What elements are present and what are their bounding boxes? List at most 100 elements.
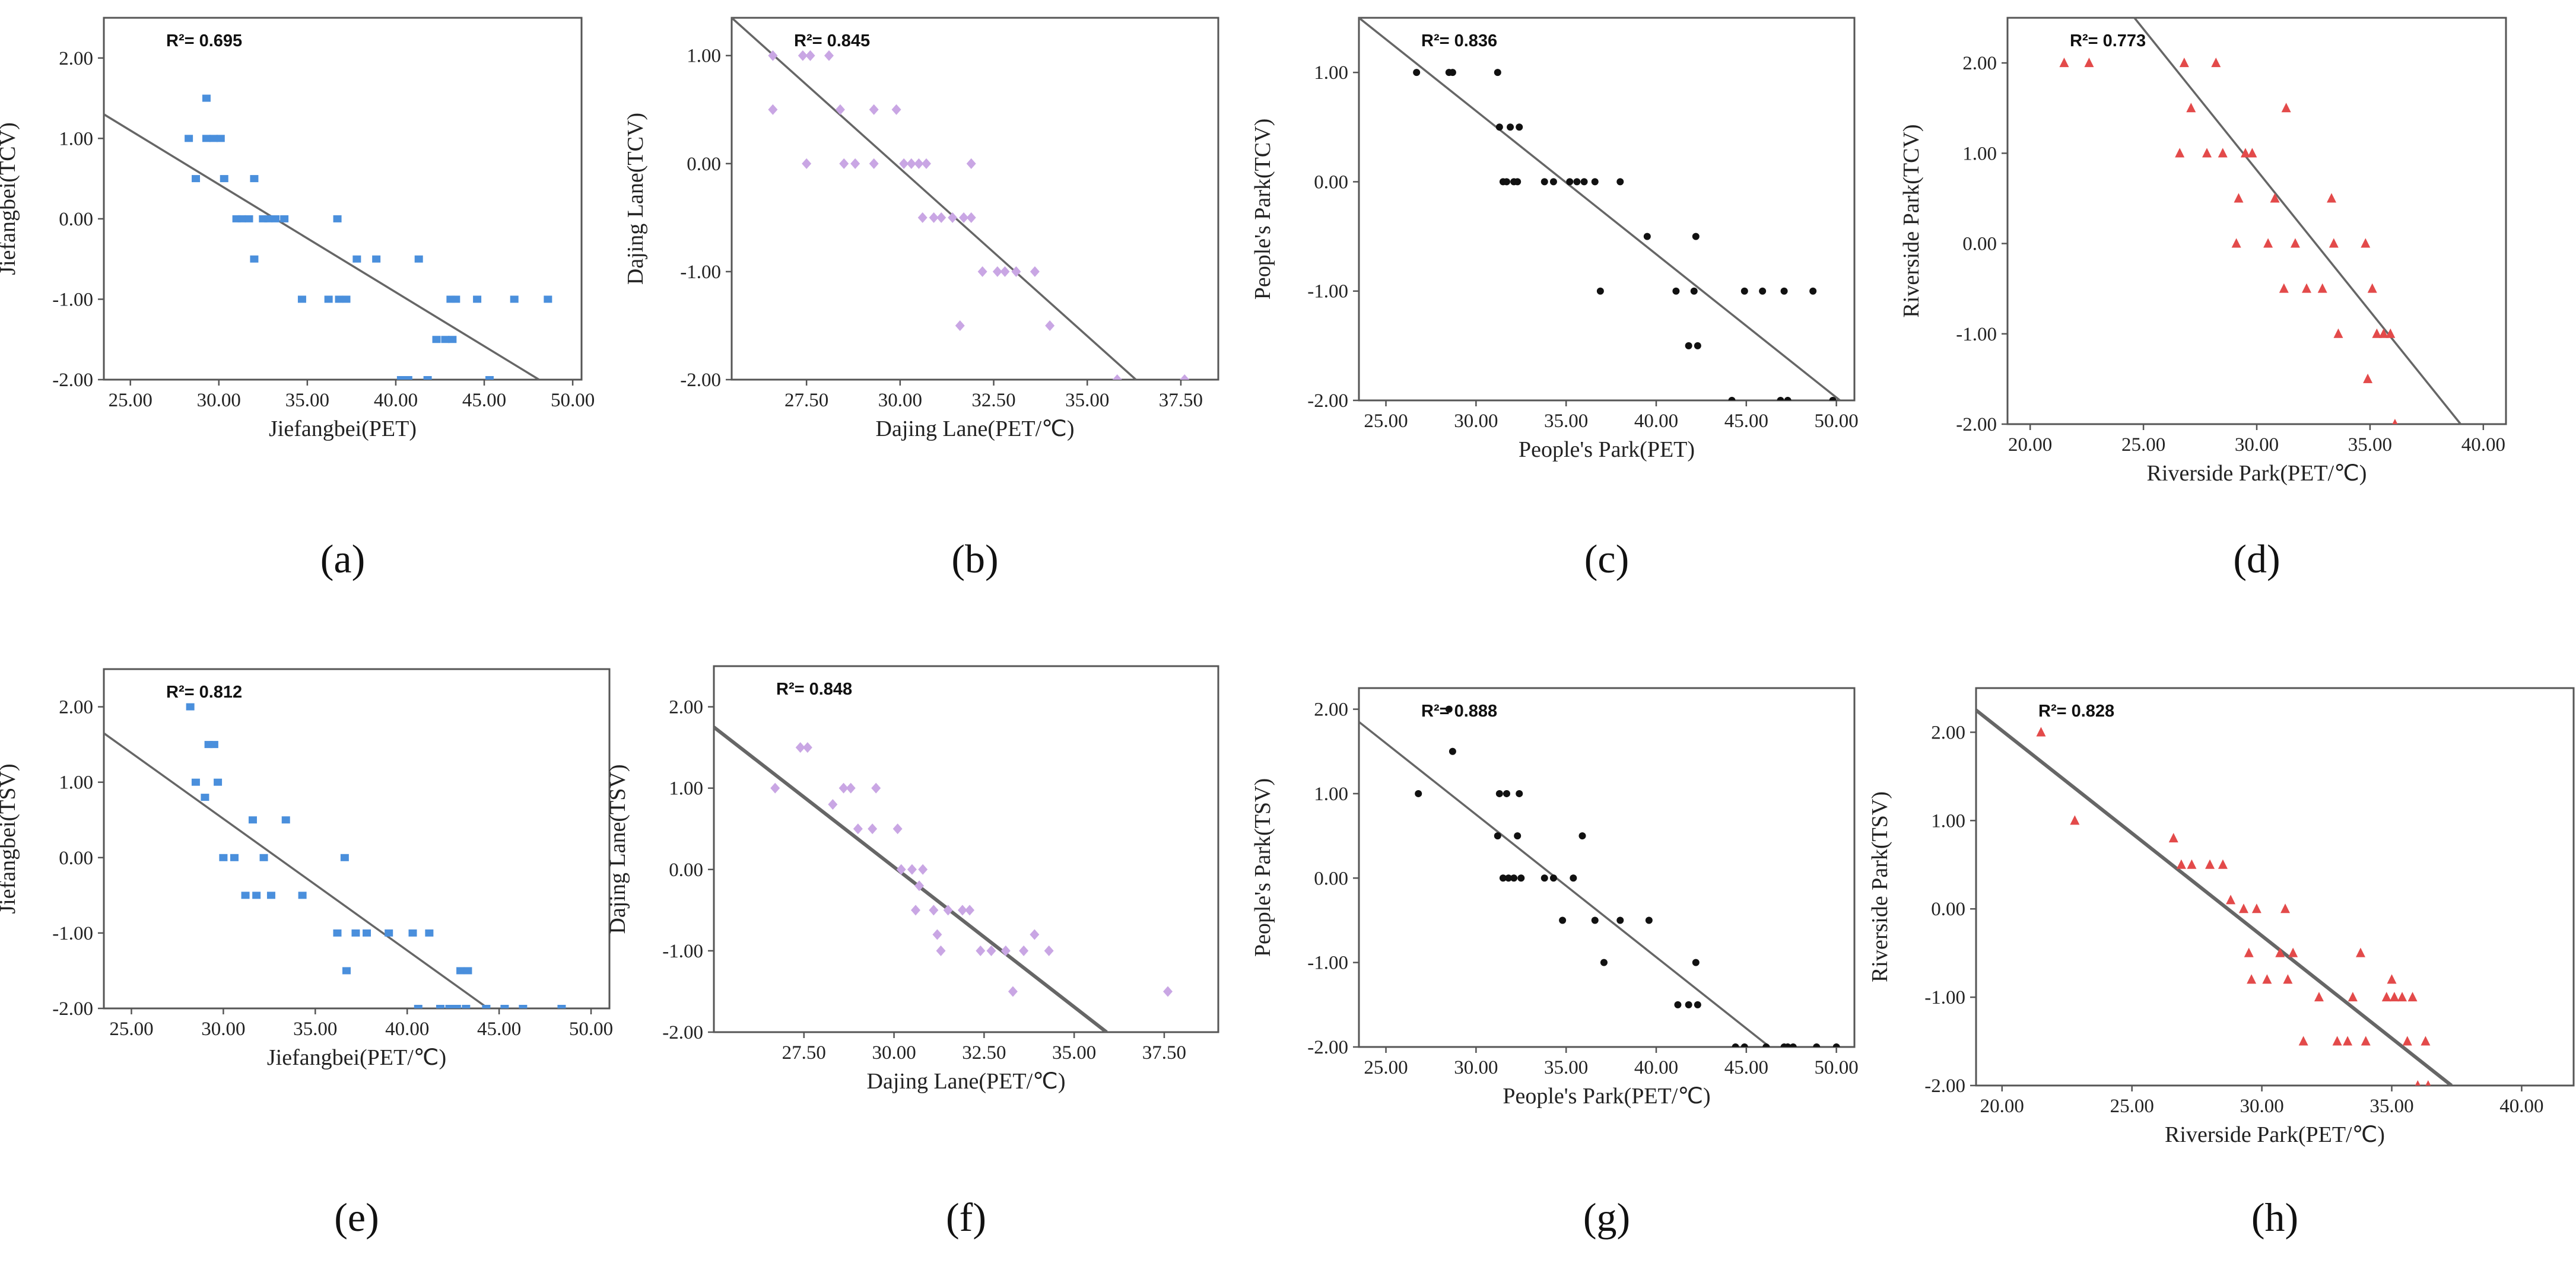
y-tick-label: 2.00 [1314, 699, 1348, 721]
x-tick-label: 30.00 [1454, 1057, 1498, 1078]
data-point [250, 255, 259, 263]
data-point [1570, 874, 1577, 882]
data-point [2392, 419, 2398, 424]
data-point [432, 336, 441, 343]
x-tick-label: 35.00 [293, 1018, 337, 1040]
x-tick-label: 45.00 [1724, 1057, 1768, 1078]
data-point [340, 854, 349, 861]
data-point [214, 778, 223, 786]
plot-area [1975, 687, 2575, 1087]
y-tick-label: -2.00 [662, 1022, 703, 1043]
data-point [2348, 992, 2358, 1002]
data-point [2202, 148, 2212, 158]
y-tick-label: 1.00 [1962, 143, 1997, 164]
y-tick-label: 1.00 [59, 128, 93, 149]
data-point [351, 929, 360, 937]
regression-line [104, 113, 540, 380]
y-tick-label: -2.00 [1956, 414, 1997, 435]
data-point [1112, 374, 1122, 380]
panel-caption: (a) [320, 536, 365, 581]
data-point [250, 175, 259, 183]
data-point [1510, 874, 1518, 882]
data-point [936, 945, 946, 956]
data-point [868, 823, 878, 835]
data-point [914, 880, 925, 892]
data-point [795, 742, 805, 753]
data-point [192, 175, 201, 183]
chart-d: 20.00 25.00 30.00 35.00 40.00 2.00 1.00 0.00 -1.… [1899, 17, 2507, 581]
data-point [372, 255, 381, 263]
y-tick-label: 1.00 [1931, 810, 1965, 832]
data-point [544, 295, 552, 303]
data-point [473, 295, 482, 303]
data-point [768, 104, 778, 115]
data-point [220, 175, 228, 183]
data-point [448, 336, 457, 343]
data-point [992, 266, 1002, 277]
data-point [2421, 1036, 2431, 1046]
data-point [2397, 992, 2407, 1002]
data-point [414, 255, 423, 263]
data-point [977, 266, 987, 277]
data-point [500, 1005, 509, 1008]
panel-caption: (h) [2251, 1195, 2298, 1240]
data-point [1044, 945, 1054, 956]
x-tick-label: 50.00 [1815, 1057, 1859, 1078]
data-point [2247, 974, 2257, 984]
x-tick-label: 40.00 [374, 390, 418, 411]
panel-caption: (c) [1584, 536, 1629, 581]
data-point [1494, 832, 1501, 840]
y-tick-label: 2.00 [59, 697, 93, 718]
data-point [1516, 790, 1523, 797]
chart-h: 20.00 25.00 30.00 35.00 40.00 2.00 1.00 0.00 -1.… [1867, 687, 2575, 1240]
y-tick-label: 0.00 [1962, 234, 1997, 255]
data-point [1578, 832, 1586, 840]
data-point [1559, 916, 1567, 924]
x-tick-label: 35.00 [285, 390, 329, 411]
r-squared-label: R²= 0.695 [166, 31, 242, 50]
data-point [1740, 287, 1748, 295]
data-point [770, 782, 780, 794]
r-squared-label: R²= 0.828 [2038, 702, 2114, 721]
chart-c: 25.00 30.00 35.00 40.00 45.00 50.00 1.00 0.00 -1… [1250, 17, 1859, 581]
data-point [2407, 992, 2418, 1002]
data-point [2333, 328, 2343, 338]
data-point [2317, 283, 2327, 293]
data-point [414, 1005, 423, 1008]
y-tick-label: -1.00 [1956, 324, 1997, 345]
data-point [2281, 103, 2291, 113]
data-point [2372, 328, 2382, 338]
x-tick-label: 45.00 [1724, 410, 1768, 432]
x-tick-label: 40.00 [2499, 1096, 2543, 1117]
plot-area [713, 665, 1219, 1033]
x-tick-label: 30.00 [872, 1042, 916, 1064]
data-point [1503, 790, 1510, 797]
data-point [1784, 397, 1792, 400]
x-tick-label: 32.50 [962, 1042, 1006, 1064]
x-axis-label: Jiefangbei(PET/℃) [267, 1045, 446, 1070]
data-point [824, 50, 834, 61]
x-axis-label: Riverside Park(PET/℃) [2147, 461, 2367, 486]
data-point [2251, 903, 2261, 913]
data-point [2402, 1036, 2412, 1046]
data-point [1692, 233, 1700, 240]
chart-e: 25.00 30.00 35.00 40.00 45.00 50.00 2.00 1.00 0.… [0, 668, 613, 1240]
data-point [2226, 895, 2236, 905]
data-point [482, 1005, 491, 1008]
plot-area [1358, 17, 1856, 402]
data-point [1732, 1043, 1739, 1047]
data-point [1008, 986, 1018, 997]
data-point [1507, 123, 1514, 131]
data-point [2176, 859, 2186, 869]
data-point [202, 94, 211, 102]
data-point [441, 336, 450, 343]
data-point [2036, 727, 2046, 737]
y-tick-label: -1.00 [52, 289, 93, 310]
data-point [1045, 320, 1055, 331]
x-tick-label: 25.00 [2110, 1096, 2154, 1117]
plot-area [103, 668, 611, 1010]
y-tick-label: 0.00 [59, 848, 93, 869]
data-point [1809, 287, 1817, 295]
data-point [1540, 874, 1548, 882]
data-point [352, 255, 361, 263]
